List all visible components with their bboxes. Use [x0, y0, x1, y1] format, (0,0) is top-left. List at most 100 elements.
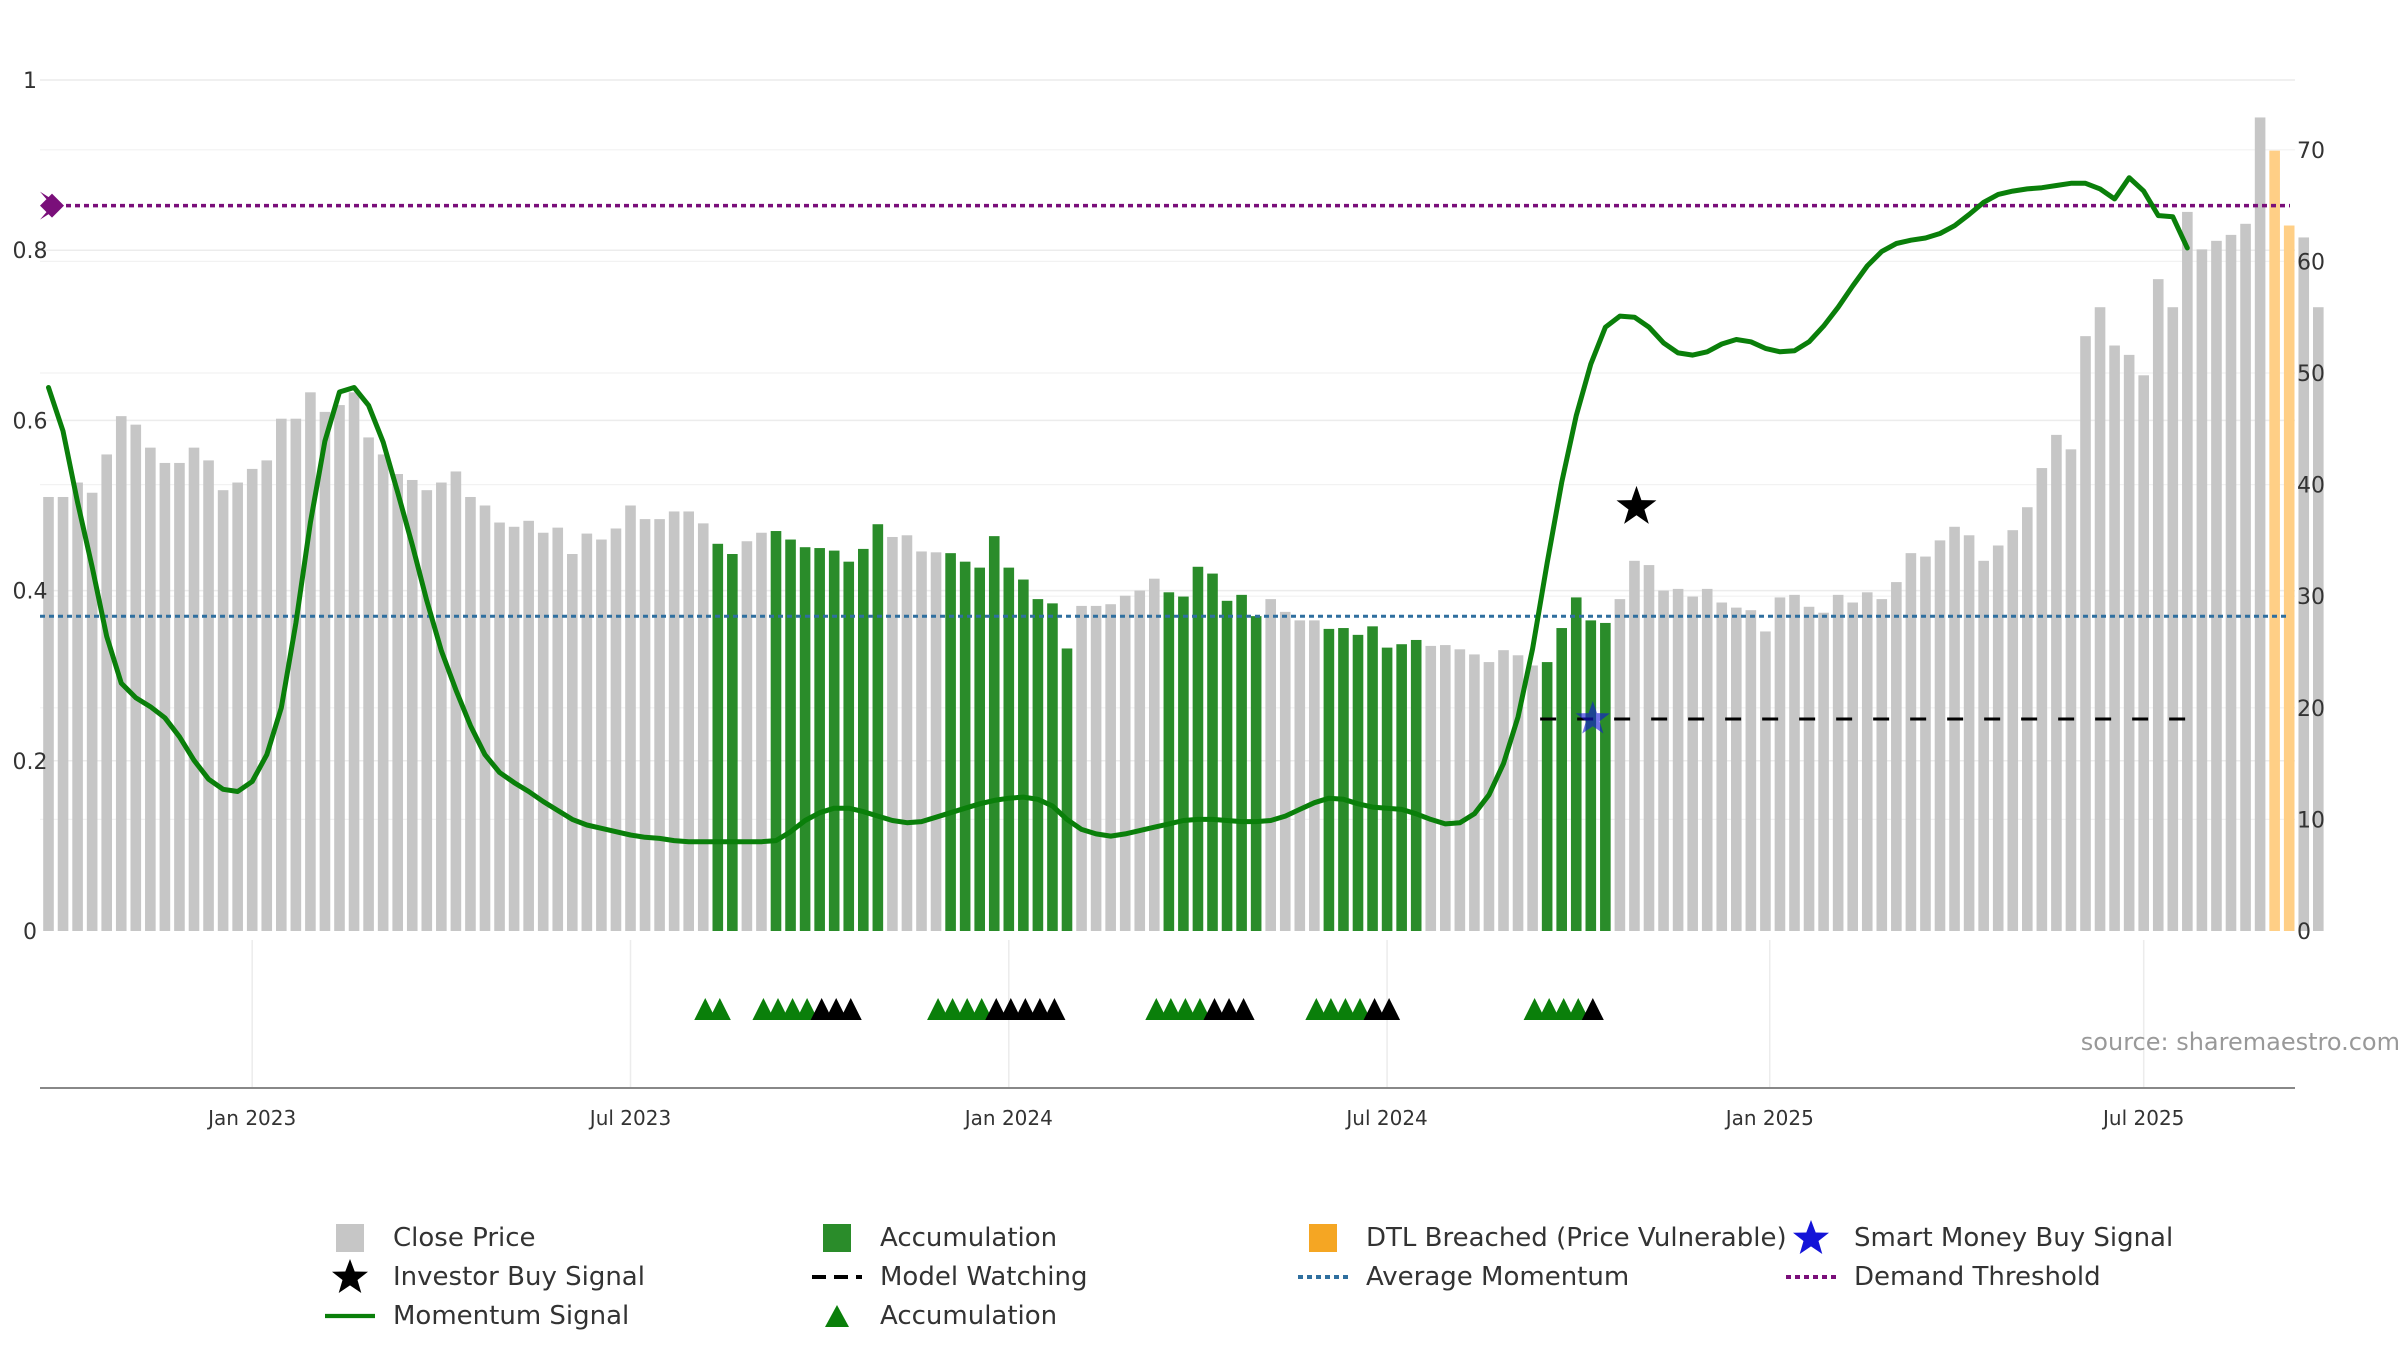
- close-price-bar: [479, 505, 491, 931]
- close-price-bar: [625, 505, 636, 931]
- right-tick-label: 0: [2297, 920, 2311, 945]
- accumulation-triangle: [1349, 998, 1371, 1020]
- close-price-bar: [1090, 605, 1102, 931]
- close-price-bar: [406, 479, 418, 931]
- accumulation-bar: [1207, 573, 1218, 931]
- close-price-swatch: [325, 1219, 375, 1257]
- close-price-bar: [1905, 553, 1917, 931]
- accumulation-bar: [974, 567, 985, 931]
- close-price-bar: [668, 511, 680, 931]
- left-tick-label: 0.4: [13, 580, 48, 605]
- close-price-bar: [1512, 655, 1524, 931]
- close-price-bar: [363, 437, 374, 931]
- accumulation-bar: [1003, 567, 1015, 931]
- close-price-bar: [101, 454, 112, 931]
- momentum-signal-line: [46, 175, 2190, 845]
- accumulation-bar: [872, 524, 884, 931]
- accumulation-bar: [1585, 620, 1597, 931]
- dotted-line-icon: [1786, 1258, 1836, 1296]
- accumulation-triangle: [1174, 998, 1197, 1020]
- close-price-bar: [1672, 588, 1684, 931]
- close-price-bar: [290, 418, 302, 931]
- investor-buy-signal-star: [1616, 485, 1657, 524]
- legend-average-momentum: Average Momentum: [1298, 1258, 1629, 1296]
- accumulation-triangle: [1305, 998, 1328, 1020]
- close-price-bar: [465, 496, 476, 931]
- close-price-bar: [639, 519, 651, 931]
- close-price-bar: [436, 482, 447, 931]
- close-price-bar: [2196, 249, 2208, 931]
- watching-triangle: [1232, 998, 1255, 1020]
- close-price-bar: [377, 454, 389, 931]
- close-price-bar: [1832, 594, 1844, 931]
- close-price-bar: [43, 496, 54, 931]
- close-price-bar: [741, 541, 753, 931]
- close-price-bar: [1425, 645, 1437, 931]
- close-price-bar: [697, 523, 709, 931]
- close-price-bar: [188, 447, 200, 931]
- close-price-bar: [1105, 604, 1116, 931]
- watching-triangle: [825, 998, 848, 1020]
- close-price-bar: [1876, 599, 1888, 931]
- close-price-bar: [72, 482, 83, 931]
- x-tick-label: Jan 2023: [206, 1106, 296, 1130]
- close-price-bar: [1920, 556, 1931, 931]
- close-price-bar: [1265, 599, 1276, 931]
- accumulation-triangle: [781, 998, 804, 1020]
- close-price-bar: [1847, 602, 1858, 931]
- close-price-bar: [159, 462, 171, 931]
- dtl-breached-bar: [2269, 150, 2280, 931]
- blue-star-icon: [1786, 1219, 1836, 1257]
- accumulation-bar: [1338, 628, 1349, 931]
- right-tick-label: 70: [2297, 139, 2325, 164]
- accumulation-bar: [1047, 603, 1058, 931]
- accumulation-triangle: [708, 998, 731, 1020]
- close-price-bar: [567, 554, 578, 931]
- accumulation-bar: [1352, 634, 1364, 931]
- close-price-bar: [2211, 240, 2222, 932]
- demand-threshold-marker: [40, 193, 64, 218]
- close-price-bar: [2298, 237, 2310, 931]
- accumulation-triangle: [1567, 998, 1590, 1020]
- dtl-breached-bar: [2283, 225, 2295, 931]
- dtl-swatch: [1298, 1219, 1348, 1257]
- close-price-bar: [2094, 307, 2106, 931]
- close-price-bar: [232, 482, 243, 931]
- watching-triangle: [985, 998, 1008, 1020]
- close-price-bar: [203, 460, 214, 931]
- close-price-bar: [1774, 597, 1786, 931]
- close-price-bar: [1760, 631, 1771, 931]
- close-price-bar: [1279, 611, 1291, 931]
- close-price-bar: [217, 490, 229, 931]
- accumulation-triangle: [767, 998, 789, 1020]
- accumulation-bar: [988, 536, 1000, 931]
- close-price-bar: [2065, 449, 2077, 931]
- legend-label: Accumulation: [880, 1223, 1058, 1253]
- legend-smart-money: Smart Money Buy Signal: [1786, 1219, 2173, 1257]
- close-price-bar: [2007, 530, 2019, 931]
- accumulation-triangle: [1319, 998, 1342, 1020]
- right-tick-label: 50: [2297, 362, 2325, 387]
- close-price-bar: [1731, 607, 1742, 931]
- accumulation-bar: [1061, 648, 1073, 931]
- black-star-icon: [325, 1258, 375, 1296]
- close-price-bar: [392, 474, 403, 931]
- close-price-bar: [1614, 599, 1626, 931]
- accumulation-swatch: [812, 1219, 862, 1257]
- legend-label: Model Watching: [880, 1262, 1088, 1292]
- watching-triangle: [1378, 998, 1401, 1020]
- close-price-bar: [508, 526, 520, 931]
- close-price-bar: [2225, 234, 2237, 931]
- accumulation-bar: [1236, 594, 1247, 931]
- legend-label: Average Momentum: [1366, 1262, 1630, 1292]
- close-price-bar: [1309, 620, 1320, 931]
- legend-close-price: Close Price: [325, 1219, 536, 1257]
- accumulation-bar: [1032, 599, 1044, 931]
- axes: Jan 2023 Jul 2023 Jan 2024 Jul 2024 Jan 2025…: [13, 69, 2326, 1130]
- accumulation-triangle: [752, 998, 775, 1020]
- close-price-bar: [683, 511, 694, 931]
- legend-label: Smart Money Buy Signal: [1854, 1223, 2174, 1253]
- close-price-bar: [1454, 649, 1466, 931]
- dashed-line-icon: [812, 1258, 862, 1296]
- accumulation-bar: [945, 553, 956, 931]
